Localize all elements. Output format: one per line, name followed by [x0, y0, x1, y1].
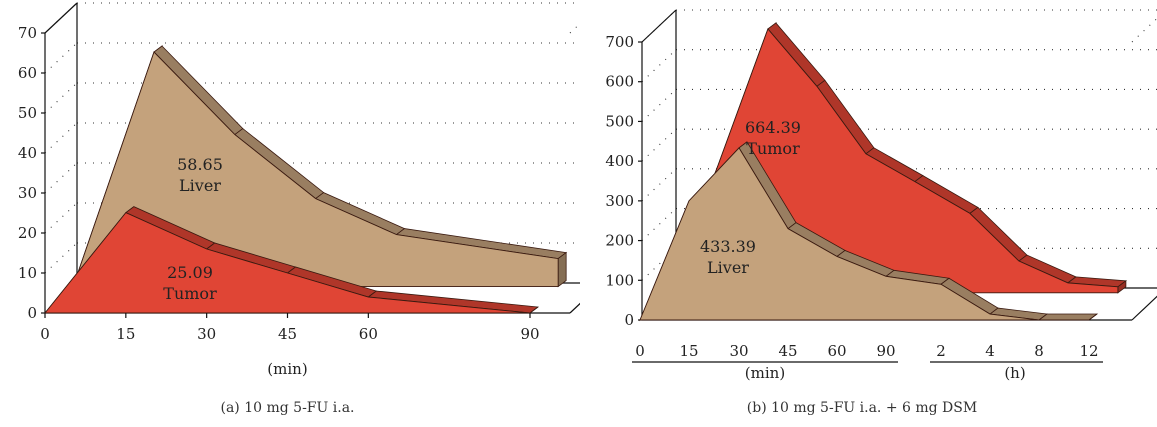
chart-a-gridline-side-1: [44, 242, 78, 274]
chart-a-ytick-label-6: 60: [18, 64, 37, 82]
chart-a-xtick-label-0: 0: [40, 325, 50, 343]
chart-b-ytick-label-6: 600: [605, 73, 634, 91]
chart-b-top-corner: [641, 9, 677, 43]
chart-b-liver-ribbon-end: [1088, 313, 1098, 321]
chart-a-tumor-annotation-name: Tumor: [163, 284, 217, 303]
chart-a-ytick-label-4: 40: [18, 144, 37, 162]
chart-b-liver-annotation-value: 433.39: [700, 237, 756, 256]
chart-a-ytick-label-5: 50: [18, 104, 37, 122]
chart-panel-a: 0 10 20 30 40 50 60 70 58.65 Liver 25.09 Tumor 0 15 30…: [18, 2, 580, 416]
chart-b-liver-annotation-name: Liver: [707, 258, 749, 277]
chart-a-tumor-annotation-value: 25.09: [167, 263, 213, 282]
chart-b-liver-area: [639, 147, 1089, 321]
chart-b-ytick-label-2: 200: [605, 232, 634, 250]
chart-b-ytick-label-1: 100: [605, 271, 634, 289]
chart-b-xtick-label-7: 4: [985, 342, 995, 360]
chart-b-tumor-annotation-value: 664.39: [745, 118, 801, 137]
chart-b-ytick-label-4: 400: [605, 152, 634, 170]
chart-b-xtick-label-5: 90: [876, 342, 895, 360]
chart-b-gridline-side-3: [641, 168, 677, 202]
chart-a-xlabel: (min): [267, 360, 307, 378]
chart-a-xtick-label-5: 90: [520, 325, 539, 343]
chart-b-gridline-side-5: [641, 89, 677, 122]
chart-b-liver-ribbon-top-8: [1037, 313, 1099, 321]
chart-b-tumor-annotation-name: Tumor: [746, 139, 800, 158]
chart-a-tumor-ribbon-end: [529, 306, 539, 314]
chart-b-xtick-label-2: 30: [729, 342, 748, 360]
chart-a-gridline-side-2: [44, 202, 78, 234]
chart-b-gridline-side-2: [641, 208, 677, 241]
chart-panel-b: 0 100 200 300 400 500 600 700 664.39 Tumor 433.39 L…: [590, 0, 1157, 427]
chart-b-svg: 0100200300400500600700664.39Tumor433.39L…: [605, 9, 1157, 416]
chart-a-ytick-label-0: 0: [27, 304, 37, 322]
chart-b-ytick-label-0: 0: [624, 311, 634, 329]
chart-b-gridline-side-6: [641, 49, 677, 83]
chart-a-liver-annotation-value: 58.65: [177, 155, 223, 174]
chart-b-xtick-label-3: 45: [778, 342, 797, 360]
chart-a-top-corner: [44, 2, 78, 34]
chart-a-svg: 0 10 20 30 40 50 60 70 58.65 Liver 25.09 Tumor 0 15 30…: [18, 2, 580, 416]
chart-b-xtick-label-4: 60: [827, 342, 846, 360]
chart-a-xtick-label-4: 60: [359, 325, 378, 343]
chart-a-gridline-side-5: [44, 82, 78, 114]
chart-a-xtick-label-2: 30: [197, 325, 216, 343]
chart-b-gridline-side-4: [641, 128, 677, 162]
chart-b-xtick-label-0: 0: [635, 342, 645, 360]
chart-a-floor-right: [569, 302, 580, 314]
chart-a-gridline-side-3: [44, 162, 78, 194]
chart-a-ytick-label-7: 70: [18, 24, 37, 42]
chart-a-gridline-side-6: [44, 42, 78, 74]
chart-a-ytick-label-2: 20: [18, 224, 37, 242]
chart-b-ytick-label-7: 700: [605, 33, 634, 51]
chart-a-xtick-label-1: 15: [116, 325, 135, 343]
chart-a-liver-annotation-name: Liver: [179, 176, 221, 195]
chart-b-caption: (b) 10 mg 5-FU i.a. + 6 mg DSM: [747, 400, 977, 416]
chart-b-grid-top-right: [1131, 17, 1157, 43]
chart-b-xtick-label-1: 15: [679, 342, 698, 360]
chart-b-xtick-label-6: 2: [936, 342, 946, 360]
chart-a-ytick-label-3: 30: [18, 184, 37, 202]
chart-a-gridline-side-4: [44, 122, 78, 154]
chart-b-xlabel-min: (min): [745, 364, 785, 382]
chart-a-grid-top-right: [569, 22, 580, 34]
chart-a-ytick-label-1: 10: [18, 264, 37, 282]
chart-b-ytick-label-3: 300: [605, 192, 634, 210]
chart-b-xlabel-h: (h): [1004, 364, 1025, 382]
chart-b-floor-right: [1131, 295, 1157, 321]
chart-b-ytick-label-5: 500: [605, 112, 634, 130]
chart-a-liver-area: [72, 51, 559, 288]
chart-a-liver-ribbon-end: [557, 251, 567, 288]
chart-b-xtick-label-8: 8: [1034, 342, 1044, 360]
chart-a-xtick-label-3: 45: [278, 325, 297, 343]
chart-a-caption: (a) 10 mg 5-FU i.a.: [221, 400, 355, 416]
chart-b-xtick-label-9: 12: [1079, 342, 1098, 360]
